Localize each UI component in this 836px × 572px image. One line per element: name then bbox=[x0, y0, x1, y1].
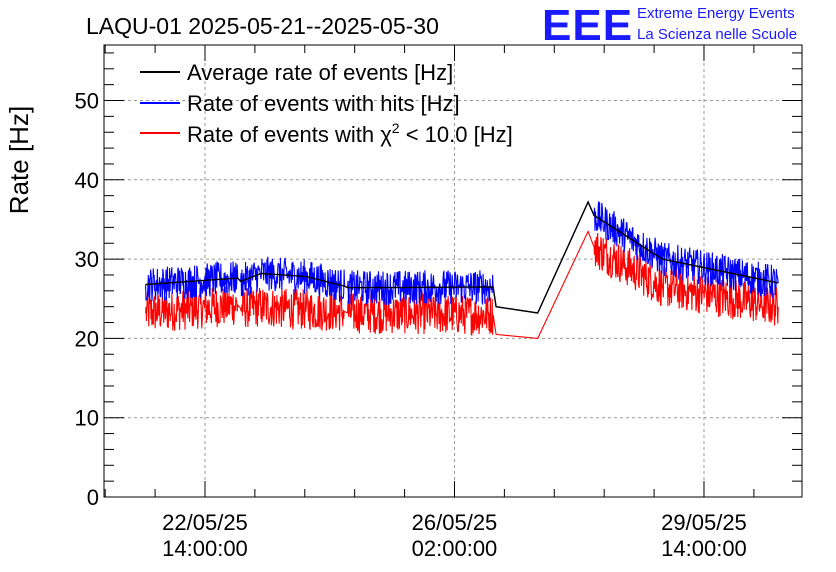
x-tick-label-time: 14:00:00 bbox=[661, 536, 747, 561]
y-tick-label: 20 bbox=[75, 326, 99, 351]
grid bbox=[104, 45, 802, 497]
series-layer bbox=[145, 200, 779, 339]
x-tick-labels: 22/05/2514:00:0026/05/2502:00:0029/05/25… bbox=[162, 510, 747, 561]
logo-line2: La Scienza nelle Scuole bbox=[637, 26, 797, 43]
y-tick-label: 50 bbox=[75, 89, 99, 114]
legend-label-average: Average rate of events [Hz] bbox=[187, 60, 453, 85]
y-tick-label: 40 bbox=[75, 168, 99, 193]
logo-mark: EEE bbox=[542, 1, 633, 50]
series-average-line bbox=[145, 200, 779, 314]
y-tick-label: 10 bbox=[75, 406, 99, 431]
x-tick-label-time: 02:00:00 bbox=[412, 536, 498, 561]
x-tick-label-date: 26/05/25 bbox=[412, 510, 498, 535]
y-axis-label: Rate [Hz] bbox=[4, 106, 34, 214]
y-tick-label: 0 bbox=[87, 485, 99, 510]
y-tick-label: 30 bbox=[75, 247, 99, 272]
legend-label-hits: Rate of events with hits [Hz] bbox=[187, 91, 460, 116]
plot-frame bbox=[103, 44, 803, 498]
chart-title: LAQU-01 2025-05-21--2025-05-30 bbox=[86, 13, 439, 39]
legend-label-chi2: Rate of events with χ2 < 10.0 [Hz] bbox=[187, 120, 513, 147]
legend: Average rate of events [Hz] Rate of even… bbox=[140, 60, 513, 147]
eee-logo: EEE Extreme Energy Events La Scienza nel… bbox=[542, 1, 797, 50]
x-tick-label-date: 29/05/25 bbox=[661, 510, 747, 535]
y-tick-labels: 0 10 20 30 40 50 bbox=[75, 89, 99, 510]
x-tick-label-time: 14:00:00 bbox=[162, 536, 248, 561]
x-tick-label-date: 22/05/25 bbox=[162, 510, 248, 535]
series-hits-line bbox=[145, 200, 779, 314]
series-chi2-line bbox=[145, 229, 779, 339]
logo-line1: Extreme Energy Events bbox=[637, 5, 795, 22]
axis-ticks bbox=[104, 45, 802, 498]
